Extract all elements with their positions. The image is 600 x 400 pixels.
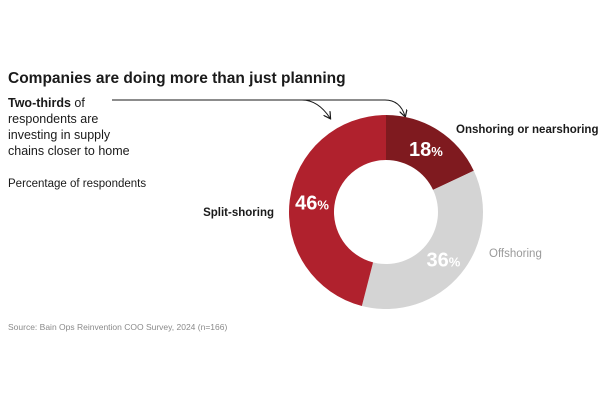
source-note: Source: Bain Ops Reinvention COO Survey,… [8, 322, 227, 332]
value-label-2: 46% [295, 193, 329, 215]
annotation-line1-rest: of [71, 96, 85, 110]
arrow-to-split-shoring [112, 99, 330, 118]
value-label-0: 18% [409, 139, 443, 161]
annotation-line-3: investing in supply [8, 128, 111, 142]
chart-subtitle: Percentage of respondents [8, 178, 146, 190]
donut-slices: 18% Onshoring or nearshoring 36% Offshoring… [203, 115, 598, 309]
annotation-line-4: chains closer to home [8, 144, 130, 158]
annotation-line-2: respondents are [8, 112, 98, 126]
slice-split-shoring [288, 115, 386, 306]
chart-title: Companies are doing more than just plann… [8, 70, 346, 87]
category-label-0: Onshoring or nearshoring [456, 124, 598, 136]
category-label-2: Split-shoring [203, 207, 274, 219]
annotation-bold: Two-thirds [8, 96, 71, 110]
arrow-to-onshoring [302, 99, 405, 116]
value-label-1: 36% [426, 249, 460, 271]
slice-offshoring [361, 170, 483, 309]
slice-onshoring-or-nearshoring [386, 115, 474, 190]
category-label-1: Offshoring [489, 248, 542, 260]
annotation-line-1: Two-thirds of [8, 96, 85, 110]
